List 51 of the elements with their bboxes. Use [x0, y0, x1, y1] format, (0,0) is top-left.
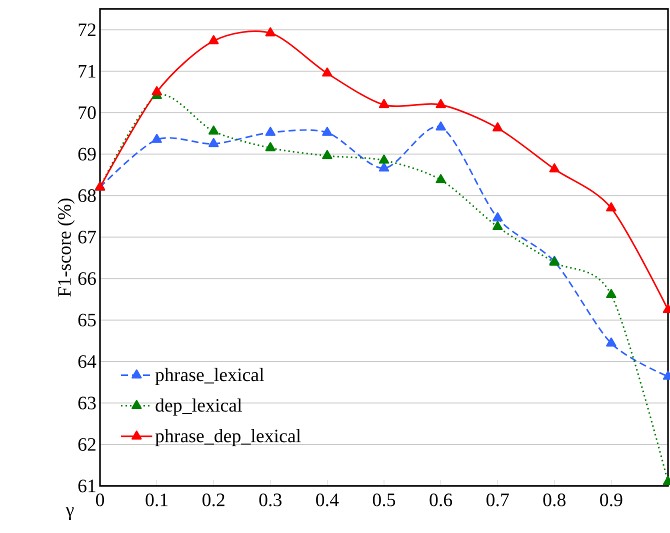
legend-label: phrase_dep_lexical	[155, 429, 301, 446]
x-tick-label: 0.6	[430, 494, 452, 506]
point	[208, 126, 219, 135]
x-axis-title: γ	[66, 507, 74, 520]
point	[152, 134, 162, 143]
x-tick-label: 0.9	[600, 494, 622, 506]
point	[378, 162, 390, 172]
legend-label: dep_lexical	[156, 398, 242, 416]
x-tick-label: 0.7	[486, 494, 509, 506]
point	[436, 174, 446, 184]
point	[606, 202, 616, 212]
point	[606, 288, 616, 298]
y-tick-label: 65	[78, 314, 96, 326]
point	[606, 338, 616, 347]
point	[265, 126, 276, 136]
point	[549, 163, 560, 172]
point	[208, 138, 219, 148]
y-tick-label: 62	[78, 438, 96, 451]
y-tick-label: 63	[78, 396, 96, 410]
point	[152, 86, 162, 96]
point	[322, 126, 332, 136]
point	[322, 67, 332, 77]
y-tick-label: 72	[78, 23, 96, 36]
point	[322, 150, 332, 160]
y-tick-label: 68	[78, 189, 96, 202]
point	[492, 122, 503, 132]
y-axis-title: F1-score (%)	[58, 198, 75, 297]
point	[378, 154, 390, 164]
x-tick-label: 0.8	[543, 494, 566, 506]
point	[436, 121, 446, 130]
point	[492, 220, 503, 230]
legend-label: phrase_lexical	[155, 368, 264, 386]
y-tick-label: 69	[78, 148, 96, 161]
x-tick-label: 0.5	[372, 494, 396, 506]
point	[436, 99, 446, 108]
y-tick-label: 71	[78, 64, 96, 78]
y-tick-label: 66	[78, 272, 96, 285]
point	[265, 27, 276, 36]
y-tick-label: 70	[78, 106, 96, 120]
point	[492, 212, 503, 222]
x-tick-label: 0	[96, 494, 104, 506]
y-tick-label: 64	[78, 355, 96, 368]
x-tick-label: 0.4	[316, 494, 339, 506]
point	[265, 142, 276, 152]
x-tick-label: 0.1	[146, 494, 168, 506]
y-tick-label: 61	[78, 480, 96, 492]
y-tick-label: 67	[78, 230, 96, 244]
point	[208, 35, 219, 44]
point	[378, 99, 390, 108]
x-tick-label: 0.3	[259, 494, 282, 506]
x-tick-label: 0.2	[202, 494, 224, 506]
